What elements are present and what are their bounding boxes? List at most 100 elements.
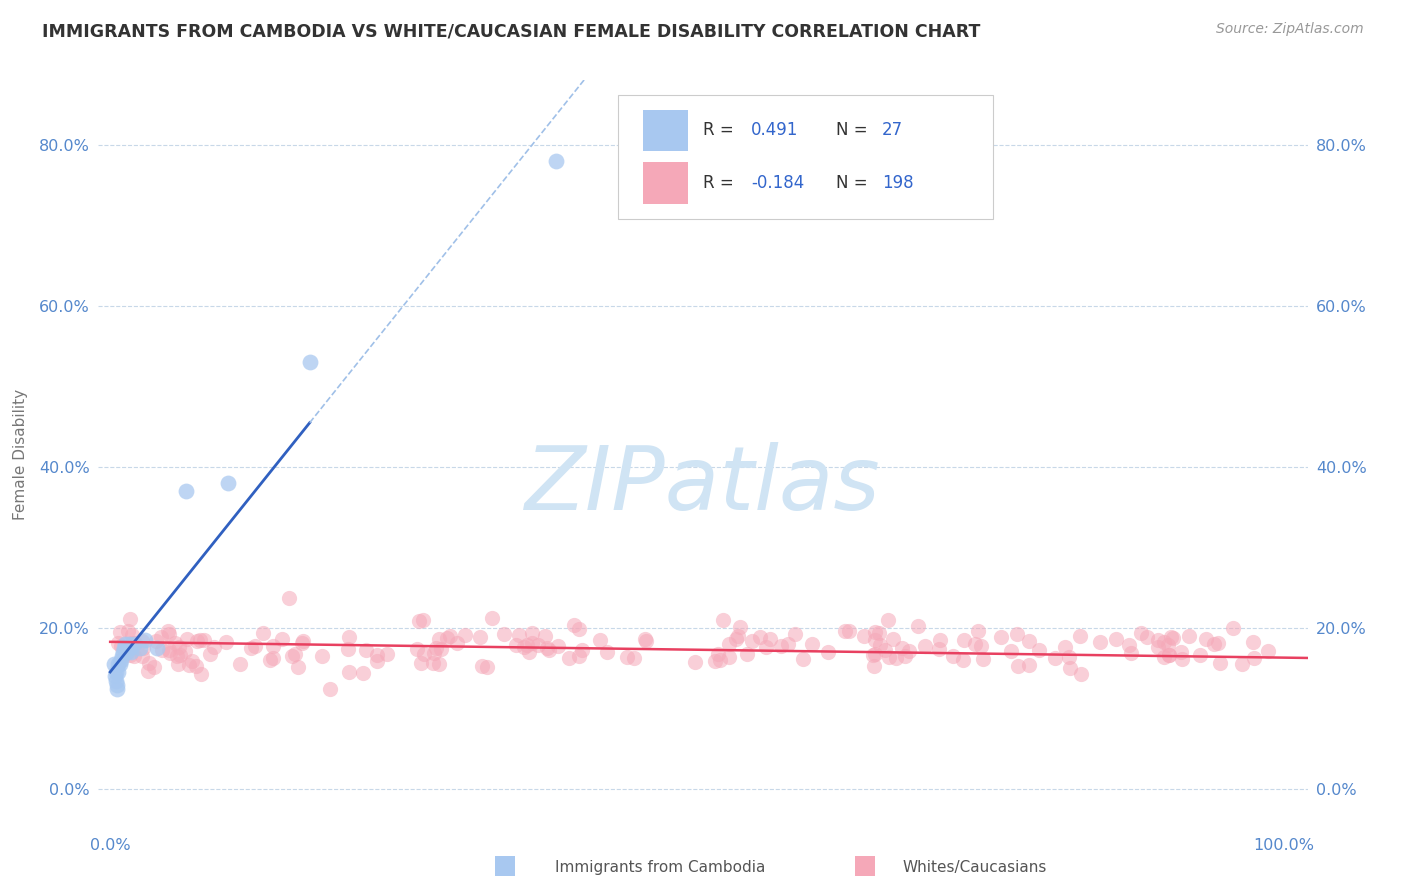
Point — [184, 658, 207, 673]
Point — [120, 641, 142, 656]
Text: R =: R = — [703, 174, 740, 192]
Point — [817, 645, 839, 659]
Point — [967, 624, 990, 638]
Point — [1257, 644, 1279, 658]
Point — [108, 657, 131, 672]
Point — [703, 654, 725, 668]
Point — [439, 629, 461, 643]
Point — [512, 640, 534, 654]
Point — [1007, 626, 1029, 640]
Point — [111, 649, 134, 664]
Point — [337, 665, 360, 679]
Point — [131, 649, 153, 664]
Point — [166, 648, 188, 663]
Text: R =: R = — [703, 121, 740, 139]
Point — [167, 657, 190, 671]
Point — [122, 648, 145, 663]
Point — [863, 632, 886, 647]
Point — [143, 660, 166, 674]
Point — [198, 647, 221, 661]
Text: 198: 198 — [882, 174, 914, 192]
Point — [117, 624, 139, 638]
Point — [356, 643, 378, 657]
Point — [159, 646, 181, 660]
Point — [186, 633, 208, 648]
Point — [287, 660, 309, 674]
Point — [1070, 666, 1092, 681]
Point — [1069, 629, 1091, 643]
Point — [122, 637, 145, 651]
Point — [120, 645, 142, 659]
Point — [375, 647, 398, 661]
Text: Immigrants from Cambodia: Immigrants from Cambodia — [555, 860, 766, 874]
Point — [105, 665, 128, 680]
Point — [475, 660, 498, 674]
Point — [176, 632, 198, 646]
Point — [193, 633, 215, 648]
Point — [481, 610, 503, 624]
Point — [131, 633, 153, 648]
Point — [616, 650, 638, 665]
Bar — [643, 110, 689, 151]
Point — [280, 648, 302, 663]
Point — [877, 649, 900, 664]
Point — [337, 630, 360, 644]
Point — [366, 654, 388, 668]
Point — [873, 643, 896, 657]
Point — [728, 620, 751, 634]
Point — [953, 633, 976, 648]
Point — [1045, 651, 1067, 665]
Point — [259, 653, 281, 667]
Point — [271, 632, 294, 646]
Point — [104, 669, 127, 683]
Point — [536, 640, 558, 655]
Point — [571, 642, 593, 657]
Point — [589, 632, 612, 647]
Point — [105, 673, 128, 688]
Point — [425, 641, 447, 656]
Point — [685, 655, 707, 669]
Point — [634, 633, 657, 648]
Point — [557, 651, 579, 665]
Point — [107, 636, 129, 650]
Point — [894, 649, 917, 664]
Point — [1018, 658, 1040, 673]
Point — [427, 632, 450, 647]
Point — [865, 647, 887, 661]
Point — [990, 630, 1012, 644]
Point — [150, 643, 173, 657]
Point — [1159, 648, 1181, 662]
Text: Whites/Caucasians: Whites/Caucasians — [903, 860, 1047, 874]
Point — [176, 484, 198, 499]
Point — [508, 628, 530, 642]
Point — [278, 591, 301, 605]
Point — [1195, 632, 1218, 646]
Point — [215, 634, 238, 648]
Point — [852, 629, 875, 643]
Point — [262, 640, 284, 654]
Point — [118, 648, 141, 662]
Point — [863, 659, 886, 673]
Point — [114, 637, 136, 651]
Point — [505, 638, 527, 652]
Point — [972, 652, 994, 666]
Point — [1153, 635, 1175, 649]
Point — [882, 632, 904, 647]
Point — [1241, 635, 1264, 649]
Text: N =: N = — [837, 121, 873, 139]
Point — [538, 643, 561, 657]
FancyBboxPatch shape — [619, 95, 993, 219]
Point — [568, 649, 591, 664]
Point — [970, 639, 993, 653]
Point — [446, 636, 468, 650]
Point — [408, 614, 430, 628]
Point — [737, 647, 759, 661]
Point — [952, 653, 974, 667]
Point — [412, 613, 434, 627]
Point — [117, 641, 139, 656]
Point — [405, 642, 427, 657]
Point — [865, 625, 887, 640]
Point — [1153, 649, 1175, 664]
Point — [110, 653, 132, 667]
Point — [517, 645, 540, 659]
